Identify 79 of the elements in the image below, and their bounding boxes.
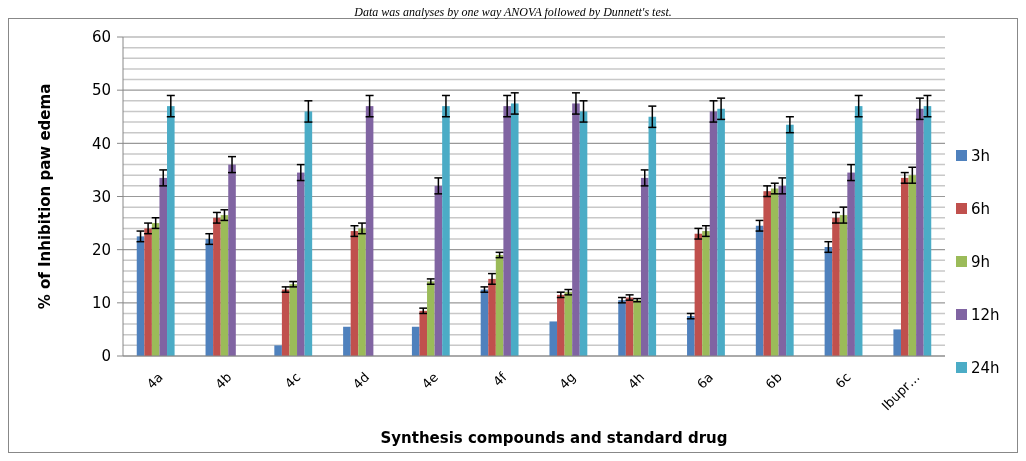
- x-tick-label: 4h: [625, 369, 648, 392]
- bar: [495, 254, 504, 356]
- legend-label: 3h: [971, 147, 991, 166]
- bar: [633, 300, 641, 356]
- y-tick-label: 60: [91, 28, 111, 47]
- bar: [770, 188, 779, 356]
- bar: [786, 124, 794, 356]
- legend-label: 6h: [971, 200, 991, 219]
- x-tick-label: 6a: [693, 369, 717, 392]
- y-axis-title: % of Inhibition paw edema: [36, 83, 54, 310]
- bar: [908, 175, 917, 356]
- legend-label: 12h: [971, 306, 1000, 325]
- bar: [488, 278, 496, 356]
- bar: [640, 177, 649, 356]
- bar: [343, 326, 351, 356]
- bar: [358, 228, 366, 356]
- y-tick-label: 40: [91, 134, 111, 153]
- bar: [900, 177, 909, 356]
- bar: [427, 281, 435, 356]
- x-tick-label: 4g: [556, 369, 579, 392]
- bar: [213, 217, 221, 356]
- bar: [136, 236, 145, 356]
- bar: [167, 106, 175, 356]
- bar: [893, 329, 901, 356]
- bar: [832, 217, 840, 356]
- y-tick-label: 20: [91, 240, 111, 259]
- bar: [778, 185, 787, 356]
- bar: [549, 321, 558, 356]
- y-tick-label: 0: [101, 347, 111, 366]
- x-tick-label: 4f: [490, 369, 511, 390]
- bar: [419, 310, 428, 356]
- bar: [755, 225, 764, 356]
- bar: [763, 191, 771, 356]
- bar: [304, 111, 313, 356]
- bar: [694, 233, 703, 356]
- bar: [824, 247, 833, 356]
- bar: [274, 345, 282, 356]
- bar: [442, 106, 450, 356]
- legend-label: 24h: [971, 359, 1000, 378]
- bar: [717, 108, 725, 356]
- x-axis-title: Synthesis compounds and standard drug: [380, 429, 728, 447]
- x-tick-label: 4a: [143, 369, 166, 392]
- bar: [503, 106, 511, 356]
- bar: [151, 223, 160, 356]
- x-tick-label: 4e: [418, 369, 441, 392]
- text: Data was analyses by one way ANOVA followed by Dunnett's test.: [353, 5, 672, 19]
- bar: [365, 106, 374, 356]
- bar: [579, 111, 588, 356]
- bar: [923, 106, 932, 356]
- x-tick-label: 6b: [762, 369, 785, 392]
- x-tick-label: 4b: [212, 369, 235, 392]
- bar: [144, 228, 152, 356]
- y-tick-label: 50: [91, 81, 111, 100]
- x-tick-label: 4d: [349, 369, 373, 392]
- bar: [220, 215, 229, 356]
- bar: [510, 103, 519, 356]
- bar: [618, 300, 626, 356]
- y-tick-label: 10: [91, 294, 111, 313]
- bar: [434, 185, 443, 356]
- bar: [648, 116, 657, 356]
- bar: [839, 215, 848, 356]
- bar: [289, 284, 298, 356]
- bar: [916, 108, 924, 356]
- bar: [709, 111, 718, 356]
- bar: [228, 164, 236, 356]
- bar: [702, 231, 710, 356]
- legend-label: 9h: [971, 253, 991, 272]
- y-tick-label: 30: [91, 187, 111, 206]
- x-tick-label: 4c: [281, 369, 304, 392]
- bar: [350, 231, 359, 356]
- bar: [854, 106, 863, 356]
- bar: [557, 294, 565, 356]
- bar: [572, 103, 580, 356]
- x-tick-label: 6c: [832, 369, 854, 392]
- bar: [205, 239, 214, 356]
- bar: [159, 177, 168, 356]
- bar: [687, 316, 695, 356]
- bar: [297, 172, 305, 356]
- bar: [847, 172, 855, 356]
